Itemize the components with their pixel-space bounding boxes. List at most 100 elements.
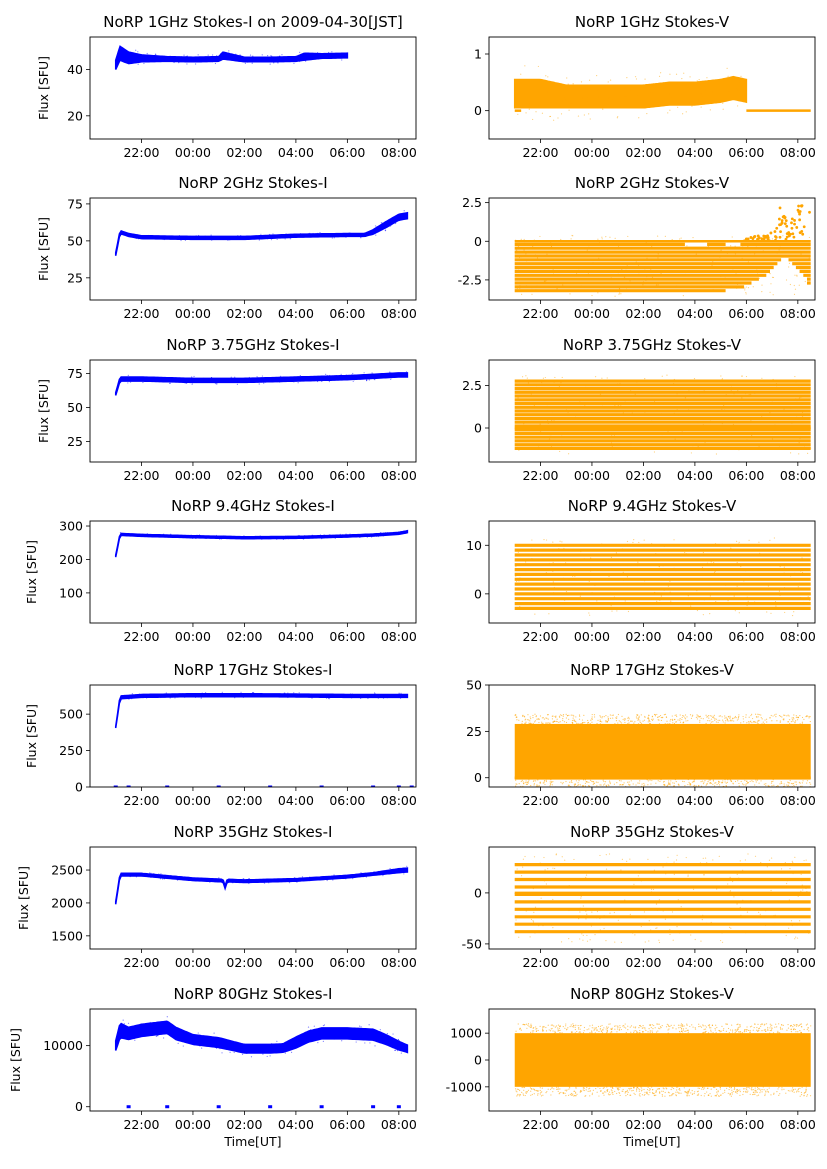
data-point	[127, 382, 129, 384]
data-point	[527, 788, 528, 789]
data-point	[700, 88, 702, 90]
x-tick-label: 04:00	[677, 1117, 713, 1132]
data-point	[708, 717, 710, 719]
data-point	[706, 1091, 708, 1093]
data-point	[708, 788, 709, 789]
data-point	[570, 1024, 572, 1026]
data-point	[584, 1095, 586, 1097]
panel-title: NoRP 1GHz Stokes-V	[575, 13, 730, 31]
data-point	[277, 61, 279, 63]
data-point	[525, 375, 527, 377]
data-point	[525, 722, 527, 724]
data-point	[227, 239, 229, 241]
data-point	[773, 564, 776, 567]
plot-area	[114, 865, 409, 905]
data-point	[561, 435, 563, 437]
data-point	[722, 108, 724, 110]
data-point	[685, 1091, 687, 1093]
data-point	[709, 1027, 711, 1029]
data-point	[156, 1035, 158, 1037]
y-tick-label: 2.5	[462, 378, 482, 393]
data-point	[731, 1029, 734, 1031]
data-point	[200, 878, 203, 880]
data-point	[798, 781, 801, 783]
data-point	[552, 867, 554, 869]
data-point	[380, 1037, 382, 1039]
data-point	[243, 238, 245, 240]
data-point	[740, 722, 742, 724]
data-point	[716, 783, 718, 786]
data-point	[639, 788, 640, 789]
data-point	[655, 927, 657, 929]
data-point	[536, 257, 539, 259]
data-point	[796, 416, 798, 418]
data-point	[118, 51, 120, 53]
data-point	[525, 112, 527, 114]
data-point	[750, 714, 752, 717]
data-point	[772, 276, 775, 279]
data-point	[588, 612, 590, 614]
data-point	[575, 1087, 577, 1089]
data-point	[560, 1091, 562, 1094]
data-point	[553, 1025, 555, 1027]
data-point	[716, 888, 718, 890]
data-point	[729, 1029, 732, 1031]
data-point	[673, 718, 675, 721]
data-point	[669, 573, 671, 576]
data-point	[721, 1025, 723, 1028]
data-point	[771, 780, 773, 783]
data-point	[210, 693, 213, 695]
data-point	[537, 446, 540, 448]
data-point	[774, 587, 776, 589]
data-point	[127, 1022, 130, 1024]
data-point	[763, 915, 765, 917]
data-point	[182, 693, 184, 695]
data-point	[181, 60, 183, 62]
data-point	[596, 910, 599, 913]
data-point	[539, 423, 541, 425]
data-point	[540, 391, 542, 393]
data-point	[736, 1028, 739, 1030]
data-point	[624, 1091, 627, 1093]
data-point	[685, 1027, 687, 1029]
data-point	[649, 1089, 651, 1091]
data-point	[546, 279, 548, 281]
data-point	[626, 265, 628, 267]
data-point	[603, 1087, 605, 1089]
data-point	[797, 204, 800, 208]
data-point	[725, 782, 727, 784]
data-point	[801, 1086, 803, 1088]
data-point	[712, 391, 715, 393]
x-tick-label: 02:00	[625, 629, 661, 644]
data-point	[599, 715, 601, 717]
data-point	[720, 249, 722, 251]
data-point	[719, 1031, 721, 1033]
data-point	[134, 1039, 136, 1041]
data-point	[638, 718, 640, 721]
data-point	[647, 784, 649, 786]
data-point	[744, 287, 746, 289]
data-point	[599, 917, 601, 920]
x-tick-label: 08:00	[780, 306, 816, 321]
data-point	[520, 73, 522, 75]
data-point	[549, 573, 551, 575]
data-point	[568, 453, 570, 455]
data-point	[704, 857, 707, 859]
data-point	[801, 1026, 803, 1028]
data-point	[613, 911, 615, 914]
data-point	[774, 235, 777, 238]
data-point	[349, 232, 351, 234]
data-point	[640, 880, 642, 882]
data-point	[623, 886, 625, 888]
data-point	[599, 719, 601, 721]
data-point	[731, 1089, 733, 1091]
data-point	[701, 271, 703, 273]
data-point	[299, 60, 301, 63]
data-point	[785, 934, 787, 937]
data-point	[605, 1028, 607, 1030]
data-point	[761, 377, 763, 379]
data-point	[625, 269, 627, 271]
data-point	[366, 873, 368, 876]
data-point	[313, 1025, 315, 1027]
data-point	[339, 53, 341, 55]
